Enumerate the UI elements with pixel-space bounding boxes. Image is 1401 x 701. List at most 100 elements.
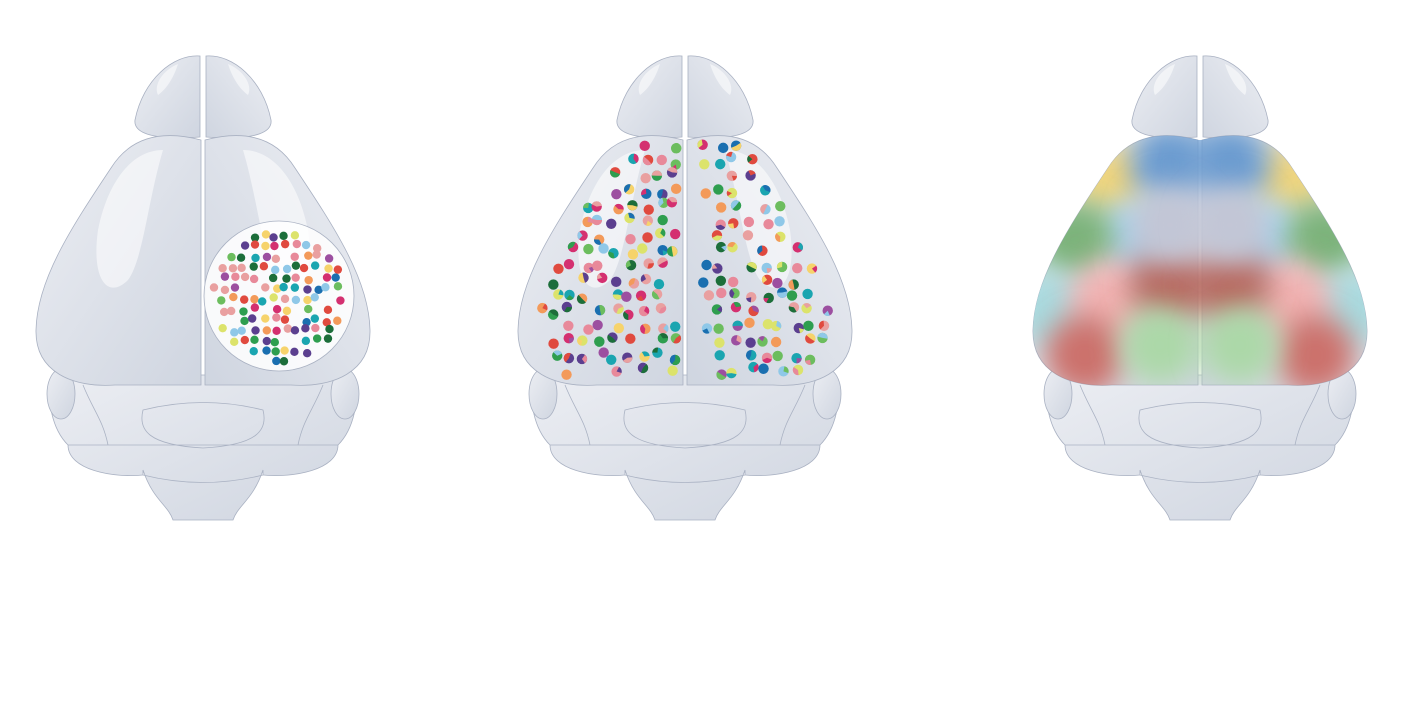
cell-dot [219, 307, 229, 317]
cell-dot [324, 264, 333, 273]
cell-dot [304, 304, 313, 314]
cell-dot [322, 318, 331, 327]
cell-dot-slice [748, 170, 756, 176]
cell-dot [250, 335, 259, 344]
cell-dot [698, 277, 709, 288]
cell-dot-slice [777, 291, 788, 298]
cell-dot-slice [566, 294, 574, 301]
cell-dot [290, 252, 299, 261]
cell-dot [249, 262, 258, 271]
cell-dot-slice [811, 265, 818, 273]
cell-dot-slice [577, 231, 583, 240]
cell-dot [273, 284, 282, 293]
cell-dot [269, 293, 278, 302]
cell-dot [561, 369, 572, 380]
cell-dot [230, 283, 240, 292]
cell-dot-slice [788, 279, 795, 290]
cell-dot-slice [614, 203, 624, 210]
cell-dot [230, 328, 239, 337]
brain-illustration [518, 56, 852, 520]
cell-dot [772, 277, 783, 289]
cell-dot [303, 285, 312, 294]
cell-dot-slice [623, 184, 631, 193]
cell-dot [269, 233, 278, 242]
cell-dot [271, 347, 280, 356]
cell-dot [803, 320, 814, 332]
cell-dot-slice [726, 190, 732, 197]
cell-dot-slice [671, 246, 678, 257]
cell-dot-slice [798, 328, 804, 334]
cell-dot-slice [776, 320, 782, 329]
cell-dot [279, 357, 289, 366]
cell-dot [312, 250, 321, 259]
cell-dot [711, 304, 723, 315]
cell-dot [548, 279, 559, 290]
cell-dot [613, 322, 625, 334]
cell-dot [643, 204, 654, 215]
cell-dot [271, 265, 280, 275]
cell-dot [301, 336, 311, 346]
cell-dot-slice [641, 351, 650, 357]
cell-dot [272, 356, 281, 366]
cell-dot [237, 263, 246, 273]
cell-dot [303, 295, 312, 305]
cell-dot [270, 241, 279, 251]
cell-dot-slice [622, 357, 633, 363]
cell-dot [292, 239, 302, 249]
cell-dot [610, 276, 622, 288]
cell-dot [239, 307, 248, 316]
cell-dot-slice [758, 365, 765, 374]
cell-dot-slice [727, 242, 736, 248]
cell-dot [639, 140, 650, 152]
cell-dot [231, 272, 240, 281]
cell-dot [310, 314, 320, 323]
cell-dot-slice [763, 297, 769, 303]
cell-dot-slice [563, 352, 571, 363]
cell-dot [700, 188, 711, 199]
cell-dot-slice [558, 289, 564, 296]
cell-dot-slice [576, 294, 586, 304]
cell-dot-slice [553, 350, 563, 356]
cell-dot-slice [628, 278, 636, 287]
cell-dot-slice [657, 257, 668, 266]
cell-dot [250, 303, 260, 312]
cell-dot-slice [652, 347, 659, 353]
cell-dot [280, 239, 290, 249]
cell-dot [290, 231, 300, 240]
cell-dot-slice [593, 239, 602, 245]
cell-dot-slice [712, 235, 723, 241]
cell-dot [247, 314, 257, 323]
cell-dot [670, 321, 681, 332]
cell-dot-slice [616, 366, 622, 374]
cell-dot-slice [726, 373, 737, 379]
cell-dot [314, 285, 323, 295]
cell-dot [230, 337, 239, 347]
cell-dot-slice [721, 245, 727, 251]
cell-dot-slice [640, 274, 646, 283]
cell-dot [279, 282, 288, 292]
cell-dot-slice [599, 304, 606, 316]
cell-dot [240, 241, 250, 250]
cell-dot-slice [753, 363, 759, 373]
cell-dot [333, 265, 343, 274]
cell-dot [262, 346, 271, 355]
cell-dot [331, 273, 340, 282]
cell-dot-slice [581, 354, 588, 364]
cell-dot-slice [762, 185, 771, 193]
cell-dot [625, 233, 636, 245]
cell-dot-slice [583, 202, 589, 208]
cell-dot [774, 216, 785, 227]
cell-dot [299, 263, 309, 273]
cell-dot-slice [757, 245, 763, 255]
cell-dot-slice [804, 359, 811, 366]
cell-dot [775, 200, 786, 212]
region-blob [1130, 135, 1210, 205]
cell-dot [272, 326, 281, 335]
cell-dot [772, 350, 783, 362]
cell-dot [227, 252, 236, 262]
cell-dot [261, 283, 270, 292]
cell-dot [218, 323, 227, 333]
cell-dot [282, 274, 291, 283]
cell-dot [611, 188, 622, 200]
cell-dot [321, 283, 330, 292]
